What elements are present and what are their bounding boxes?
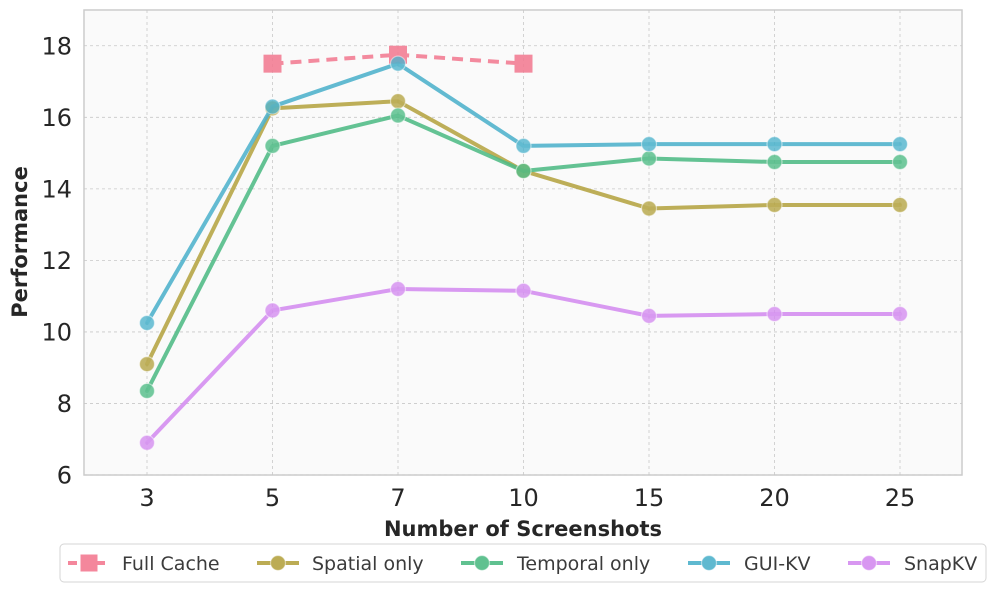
- x-axis-ticks: 3 5 7 10 15 20 25: [139, 484, 915, 512]
- legend-marker: [860, 554, 878, 572]
- data-point-marker: [264, 98, 281, 115]
- legend-item-temporal-only: Temporal only: [461, 553, 650, 575]
- legend-marker: [700, 554, 718, 572]
- series-snapkv: [138, 280, 909, 451]
- series-line: [272, 52, 524, 66]
- plot-area: [83, 9, 963, 476]
- series-temporal-only: [138, 107, 909, 400]
- data-point-marker: [264, 302, 281, 319]
- data-point-marker: [389, 93, 407, 110]
- data-point-marker: [389, 55, 407, 72]
- data-point-marker: [138, 382, 156, 400]
- data-point-marker: [138, 356, 156, 373]
- x-tick-label: 10: [508, 484, 539, 512]
- legend-label: Full Cache: [122, 553, 220, 575]
- y-tick-label: 14: [41, 175, 72, 203]
- data-point-marker: [640, 200, 658, 217]
- series-layer: [138, 45, 909, 451]
- data-point-marker: [891, 136, 909, 153]
- x-tick-label: 15: [634, 484, 665, 512]
- x-tick-label: 20: [759, 484, 790, 512]
- x-tick-label: 5: [265, 484, 280, 512]
- data-point-marker: [515, 282, 532, 299]
- y-tick-label: 8: [57, 390, 72, 418]
- y-tick-label: 16: [41, 104, 72, 132]
- data-point-marker: [640, 150, 658, 167]
- data-point-marker: [640, 136, 658, 153]
- legend-frame: [59, 543, 987, 583]
- data-point-marker: [138, 314, 156, 332]
- y-tick-label: 18: [41, 32, 72, 60]
- y-axis-title: Performance: [8, 166, 32, 318]
- grid: [84, 10, 962, 476]
- data-point-marker: [640, 307, 658, 324]
- legend-item-gui-kv: GUI-KV: [688, 553, 811, 575]
- data-point-marker: [263, 54, 282, 73]
- data-point-marker: [766, 305, 783, 323]
- data-point-marker: [264, 137, 281, 155]
- series-full-cache: [263, 45, 533, 73]
- y-tick-label: 6: [57, 462, 72, 490]
- data-point-marker: [766, 136, 783, 153]
- legend-marker: [269, 554, 287, 572]
- x-tick-label: 7: [390, 484, 405, 512]
- y-axis-ticks: 6 8 10 12 14 16 18: [41, 32, 72, 489]
- data-point-marker: [389, 107, 407, 124]
- legend: Full Cache Spatial only Temporal only GUI-K…: [59, 543, 987, 583]
- data-point-marker: [766, 196, 783, 214]
- legend-label: GUI-KV: [744, 553, 811, 575]
- y-tick-label: 12: [41, 247, 72, 275]
- data-point-marker: [891, 305, 909, 323]
- data-point-marker: [891, 153, 909, 171]
- data-point-marker: [138, 434, 156, 451]
- data-point-marker: [515, 137, 532, 155]
- legend-label: Temporal only: [516, 553, 650, 575]
- x-tick-label: 3: [139, 484, 154, 512]
- legend-item-full-cache: Full Cache: [68, 553, 220, 575]
- legend-marker: [80, 554, 98, 572]
- x-tick-label: 25: [885, 484, 916, 512]
- legend-item-spatial-only: Spatial only: [257, 553, 424, 575]
- legend-label: SnapKV: [904, 553, 977, 575]
- legend-item-snapkv: SnapKV: [848, 553, 977, 575]
- legend-marker: [473, 554, 491, 572]
- data-point-marker: [389, 280, 407, 298]
- data-point-marker: [514, 54, 533, 73]
- data-point-marker: [766, 153, 783, 171]
- x-axis-title: Number of Screenshots: [384, 517, 662, 541]
- data-point-marker: [891, 196, 909, 214]
- data-point-marker: [515, 162, 532, 180]
- legend-label: Spatial only: [312, 553, 424, 575]
- series-gui-kv: [138, 55, 909, 332]
- y-tick-label: 10: [41, 318, 72, 346]
